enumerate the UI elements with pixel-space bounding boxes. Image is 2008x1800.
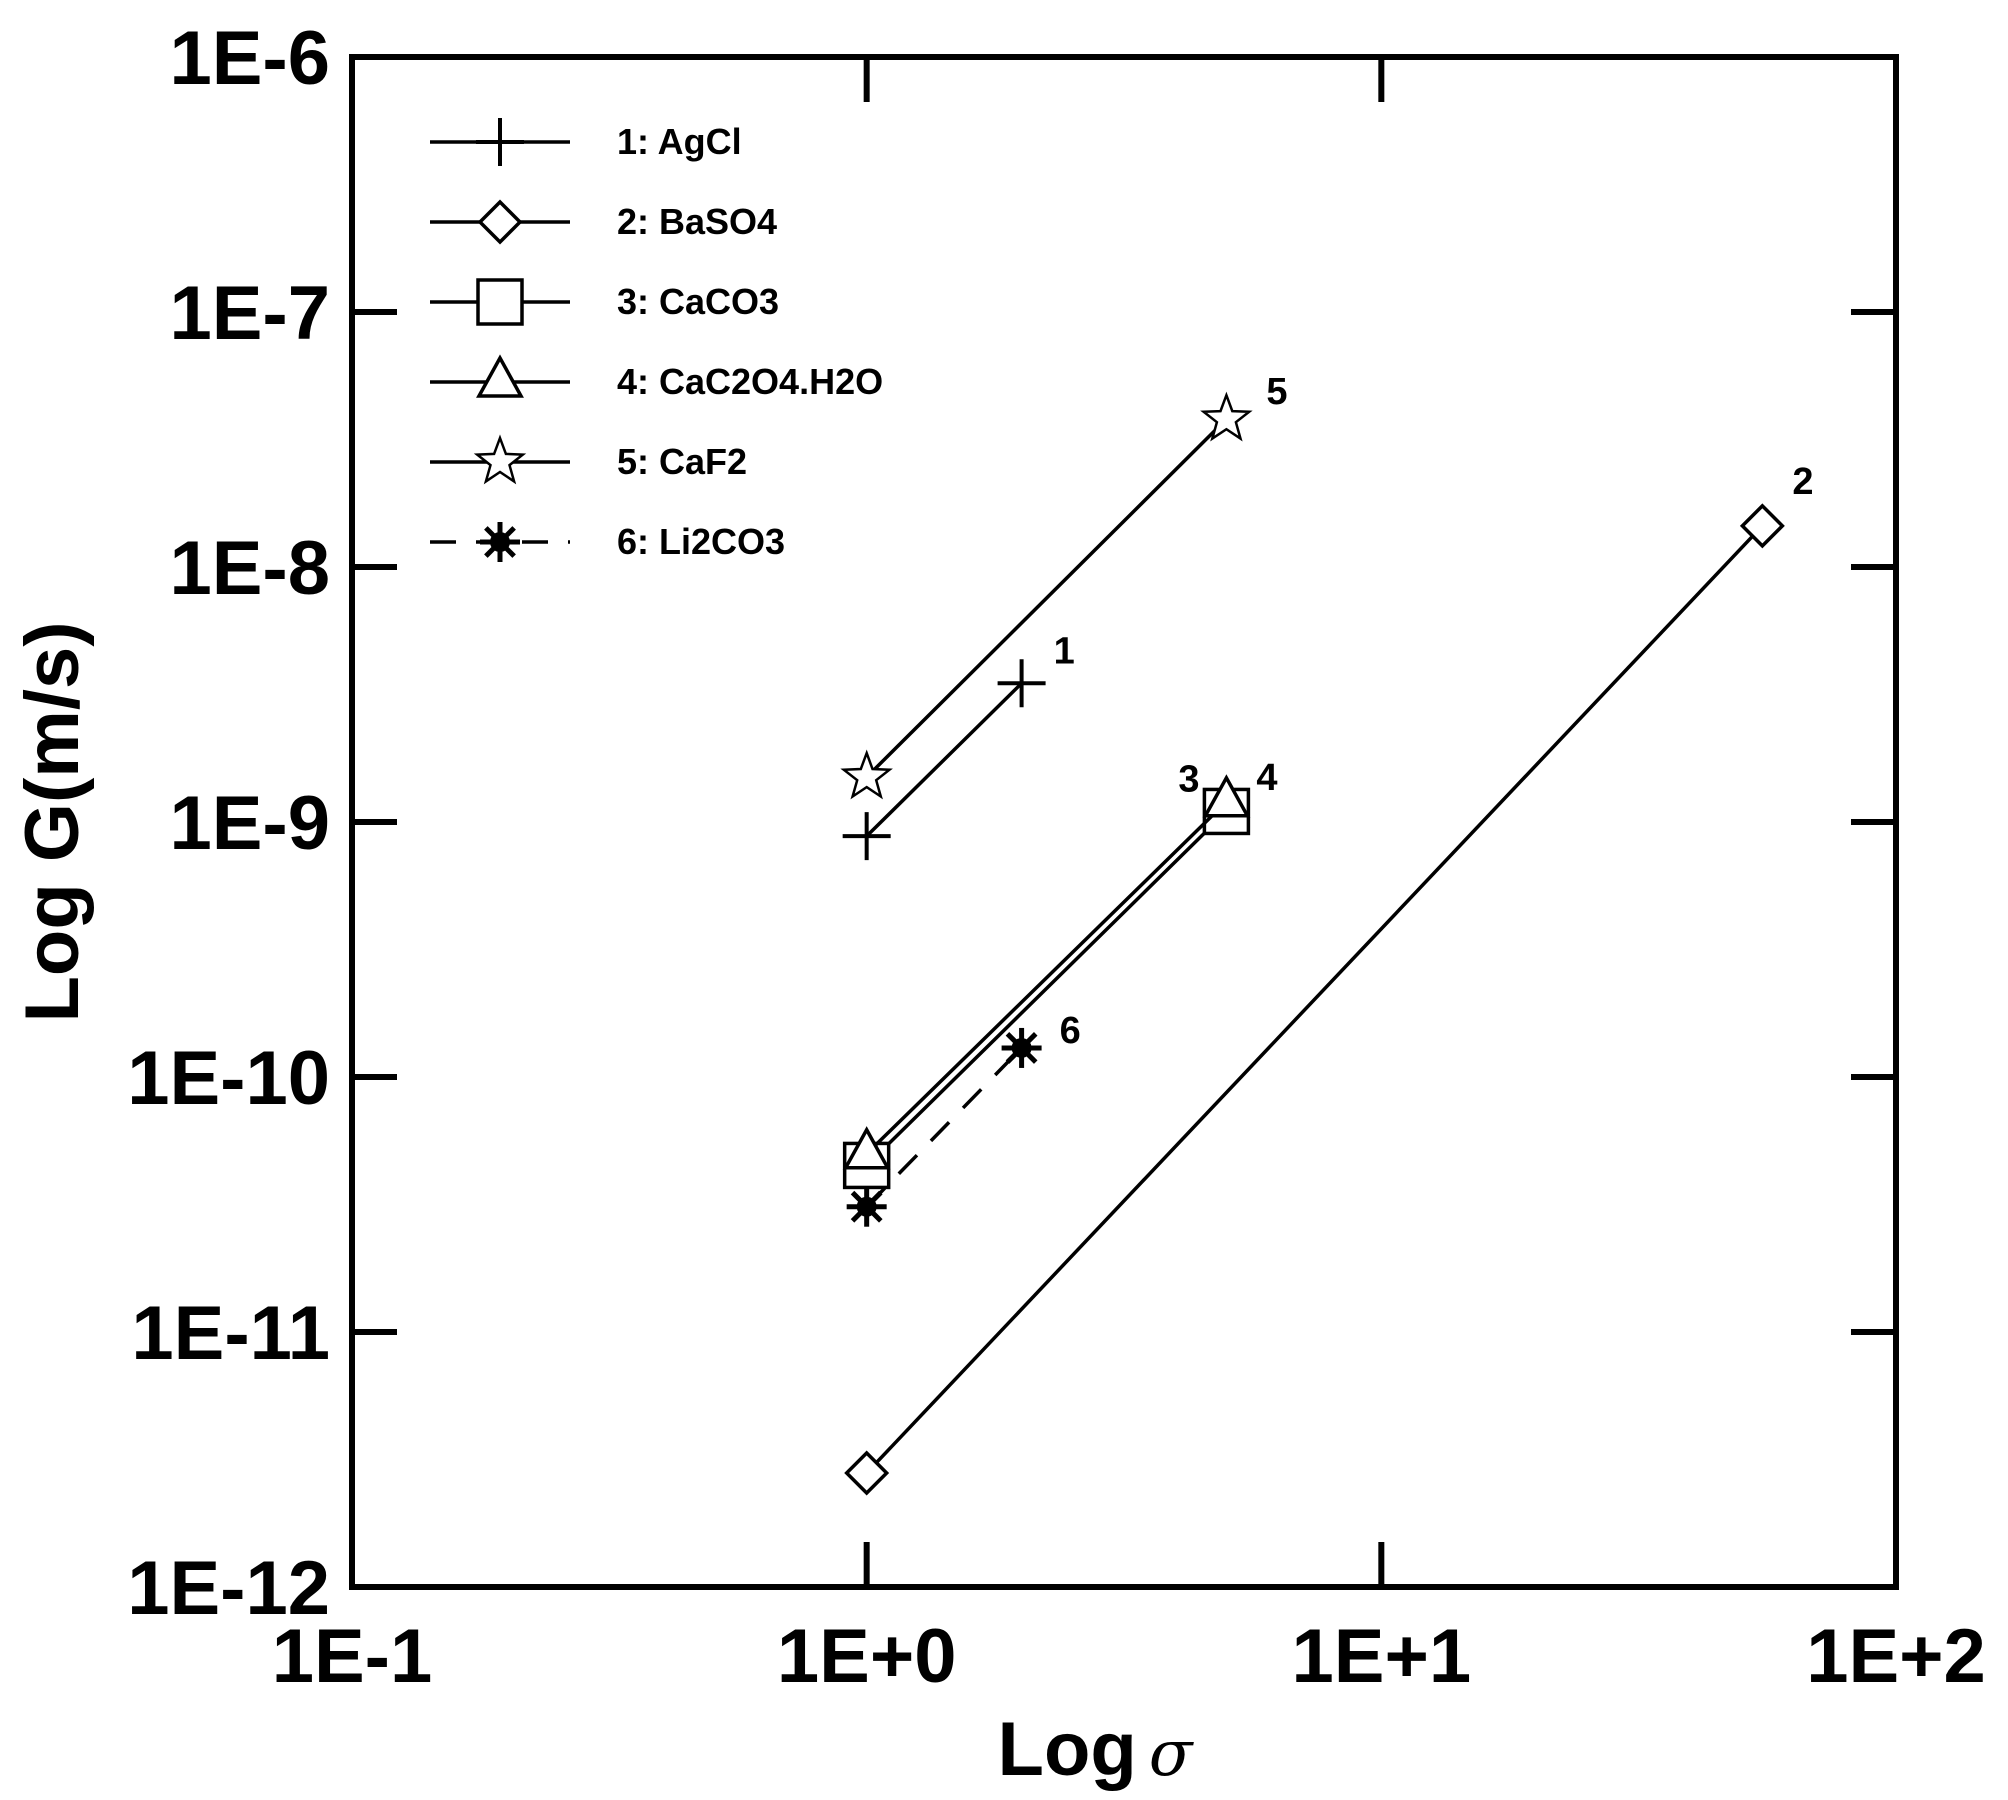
- legend-marker: [477, 199, 523, 245]
- legend-label: 5: CaF2: [617, 441, 747, 482]
- series-point: [842, 1126, 891, 1170]
- series-1: [842, 659, 1046, 861]
- legend-marker: [480, 522, 520, 562]
- x-tick-label: 1E+1: [1292, 1614, 1472, 1699]
- series-end-label: 3: [1178, 758, 1199, 800]
- legend-entry: 5: CaF2: [430, 434, 747, 485]
- legend-label: 1: AgCl: [617, 121, 742, 162]
- y-tick-label: 1E-9: [169, 781, 330, 866]
- series-end-label: 5: [1266, 371, 1287, 413]
- legend-label: 6: Li2CO3: [617, 521, 785, 562]
- legend-entry: 6: Li2CO3: [430, 521, 785, 562]
- series-point: [1200, 391, 1253, 442]
- series-end-label: 1: [1054, 630, 1075, 672]
- series-line: [865, 682, 1023, 838]
- legend-entry: 2: BaSO4: [430, 199, 777, 245]
- x-tick-label: 1E+2: [1806, 1614, 1986, 1699]
- legend-marker: [473, 434, 527, 485]
- series-6: [846, 1027, 1042, 1227]
- series-3: [842, 787, 1251, 1190]
- plot-frame: [349, 54, 1899, 1590]
- series-line: [865, 800, 1228, 1156]
- series-point: [844, 1450, 890, 1496]
- series-point: [1739, 503, 1785, 549]
- series-end-label: 2: [1792, 461, 1813, 503]
- legend-marker: [476, 278, 524, 326]
- legend-entry: 3: CaCO3: [430, 278, 779, 326]
- y-tick-label: 1E-10: [127, 1036, 330, 1121]
- legend-marker: [476, 118, 524, 166]
- legend-label: 4: CaC2O4.H2O: [617, 361, 883, 402]
- y-tick-labels: 1E-12 1E-11 1E-10 1E-9 1E-8 1E-7 1E-6: [127, 16, 330, 1631]
- series-point: [846, 1186, 887, 1227]
- axis-ticks: [352, 57, 1896, 1587]
- series-point: [997, 659, 1046, 708]
- x-tick-labels: 1E-1 1E+0 1E+1 1E+2: [272, 1614, 1986, 1699]
- series-point: [840, 749, 893, 800]
- y-tick-label: 1E-11: [131, 1291, 330, 1376]
- series-line: [865, 1046, 1023, 1208]
- series-end-label: 4: [1256, 757, 1277, 799]
- legend-label: 3: CaCO3: [617, 281, 779, 322]
- point-labels: 1 2 3 4 5 6: [1054, 371, 1814, 1052]
- series-line: [865, 524, 1764, 1475]
- series-5: [840, 391, 1253, 800]
- series-2: [844, 503, 1785, 1496]
- x-axis-title-symbol: σ: [1149, 1717, 1195, 1791]
- series-line: [865, 417, 1228, 779]
- y-tick-label: 1E-12: [127, 1546, 330, 1631]
- x-tick-label: 1E+0: [777, 1614, 957, 1699]
- series-line: [865, 810, 1228, 1167]
- series-point: [1202, 774, 1251, 818]
- series-point: [1001, 1027, 1042, 1068]
- y-tick-label: 1E-6: [169, 16, 330, 101]
- series-point: [842, 812, 891, 861]
- series-layer: [840, 391, 1785, 1496]
- legend-entry: 1: AgCl: [430, 118, 742, 166]
- legend-entry: 4: CaC2O4.H2O: [430, 354, 883, 402]
- legend-marker: [476, 354, 524, 398]
- x-axis-title: Log σ: [998, 1707, 1195, 1792]
- y-axis-title: Log G(m/s): [10, 621, 95, 1022]
- legend: 1: AgCl 2: BaSO4 3: CaCO3 4: CaC2O4.H2O 5: C…: [430, 118, 883, 562]
- legend-label: 2: BaSO4: [617, 201, 777, 242]
- x-axis-title-text: Log: [998, 1707, 1137, 1792]
- x-tick-label: 1E-1: [272, 1614, 433, 1699]
- series-end-label: 6: [1060, 1010, 1081, 1052]
- y-tick-label: 1E-7: [169, 271, 330, 356]
- series-4: [842, 774, 1251, 1170]
- y-tick-label: 1E-8: [169, 526, 330, 611]
